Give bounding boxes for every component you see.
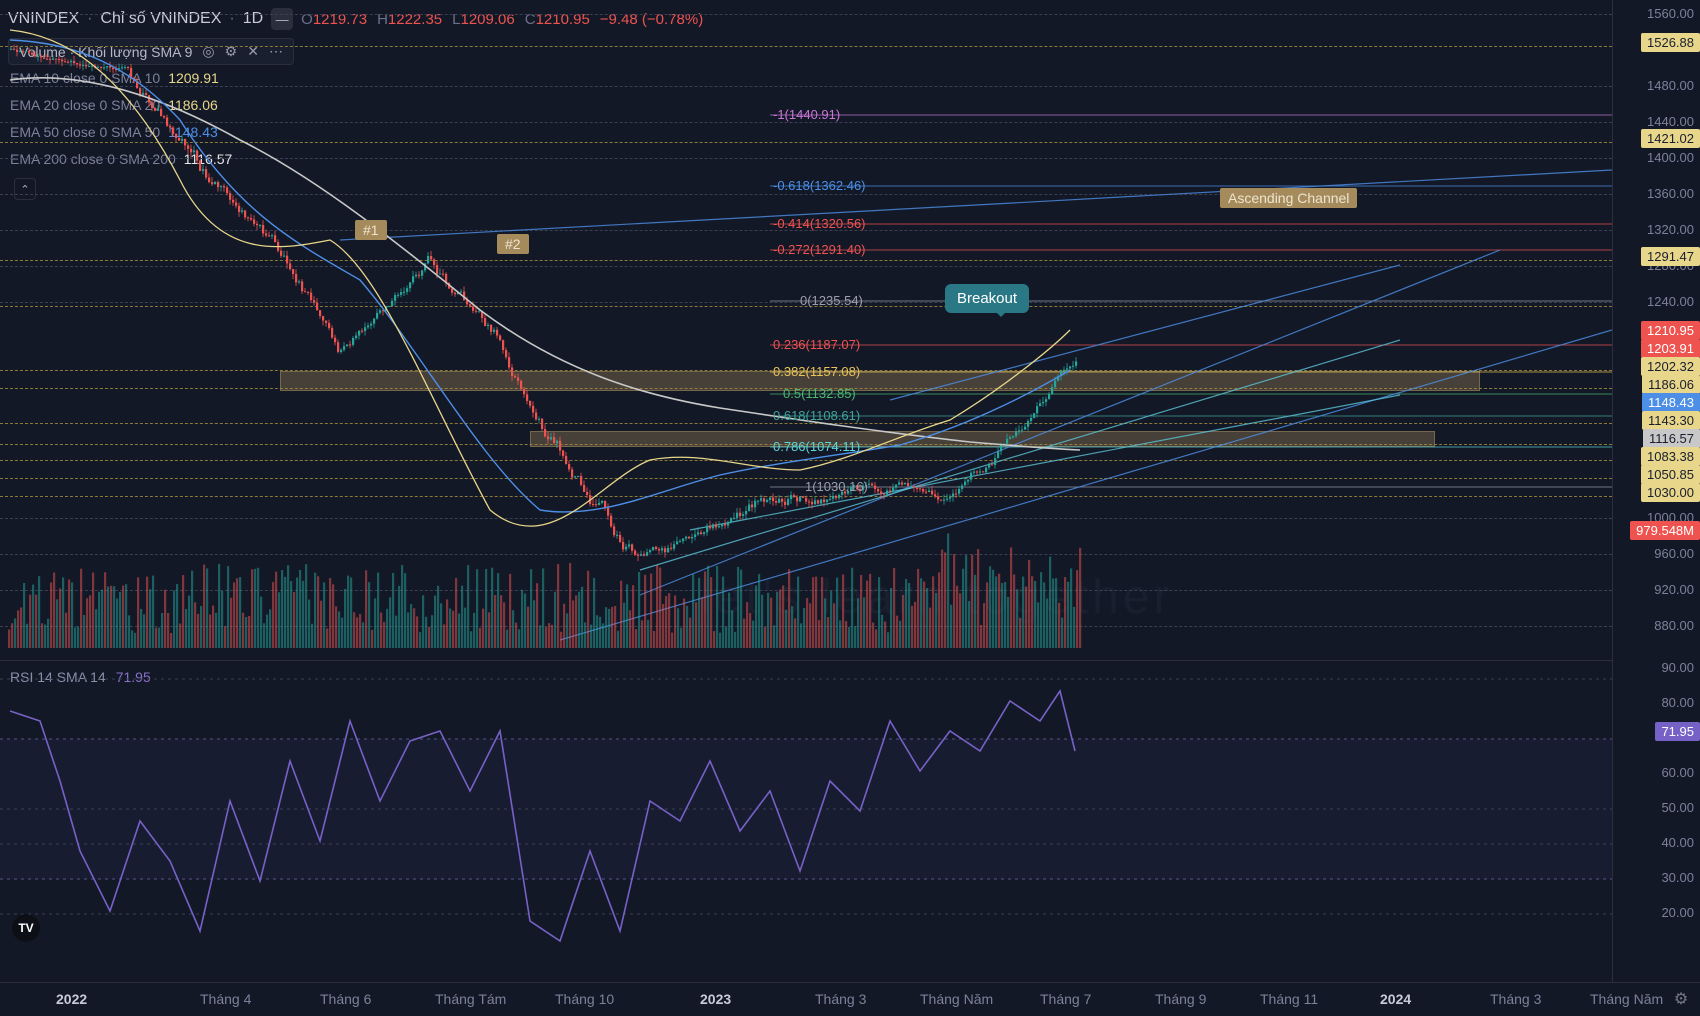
- rsi-panel[interactable]: RSI 14 SMA 1471.95: [0, 660, 1612, 982]
- fib-level-label[interactable]: -0.272(1291.40): [773, 242, 866, 257]
- price-tag: 1203.91: [1641, 339, 1700, 358]
- price-tag: 1291.47: [1641, 247, 1700, 266]
- price-tag: 1421.02: [1641, 129, 1700, 148]
- axis-settings-icon[interactable]: ⚙: [1670, 988, 1692, 1010]
- price-tag: 1186.06: [1642, 375, 1700, 394]
- price-tag: 1050.85: [1641, 465, 1700, 484]
- channel-label[interactable]: Ascending Channel: [1220, 188, 1357, 208]
- breakout-callout[interactable]: Breakout: [945, 284, 1029, 313]
- ema-indicator-row[interactable]: EMA 20 close 0 SMA 201186.06: [10, 97, 218, 113]
- fib-level-label[interactable]: 0(1235.54): [800, 293, 863, 308]
- ema-indicator-row[interactable]: EMA 10 close 0 SMA 101209.91: [10, 70, 219, 86]
- price-tag: 1143.30: [1642, 411, 1700, 430]
- price-chart-area[interactable]: VNINDEX · Chỉ số VNINDEX · 1D — O1219.73…: [0, 0, 1612, 982]
- tradingview-logo-icon[interactable]: TV: [12, 914, 40, 942]
- rsi-svg: [0, 661, 1612, 983]
- collapse-indicators-icon[interactable]: ⌃: [14, 178, 36, 200]
- fib-level-label[interactable]: 0.236(1187.07): [773, 337, 860, 352]
- annotation-1[interactable]: #1: [355, 220, 387, 240]
- fib-level-label[interactable]: 0.5(1132.85): [783, 386, 856, 401]
- watermark: let's learn together: [700, 570, 1173, 625]
- fib-level-label[interactable]: 0.382(1157.08): [773, 364, 860, 379]
- interval[interactable]: 1D: [243, 10, 263, 28]
- ema-indicator-row[interactable]: EMA 50 close 0 SMA 501148.43: [10, 124, 218, 140]
- fib-level-label[interactable]: -0.618(1362.46): [773, 178, 866, 193]
- support-zone[interactable]: [280, 371, 1480, 391]
- symbol-desc: Chỉ số VNINDEX: [100, 10, 221, 28]
- price-tag: 1526.88: [1641, 33, 1700, 52]
- price-tag: 979.548M: [1630, 521, 1700, 540]
- fib-level-label[interactable]: 0.786(1074.11): [773, 439, 860, 454]
- fib-level-label[interactable]: 0.618(1108.61): [773, 408, 860, 423]
- fib-level-label[interactable]: 1(1030.16): [805, 479, 868, 494]
- fib-level-label[interactable]: -1(1440.91): [773, 107, 840, 122]
- annotation-2[interactable]: #2: [497, 234, 529, 254]
- price-tag: 1148.43: [1642, 393, 1700, 412]
- price-axis[interactable]: 1560.001480.001440.001400.001360.001320.…: [1612, 0, 1700, 982]
- fib-level-label[interactable]: -0.414(1320.56): [773, 216, 866, 231]
- price-tag: 1202.32: [1641, 357, 1700, 376]
- time-axis[interactable]: 2022Tháng 4Tháng 6Tháng TámTháng 102023T…: [0, 982, 1700, 1016]
- symbol[interactable]: VNINDEX: [8, 10, 79, 28]
- chart-header: VNINDEX · Chỉ số VNINDEX · 1D — O1219.73…: [8, 8, 703, 30]
- price-tag: 1210.95: [1641, 321, 1700, 340]
- price-tag: 1116.57: [1643, 429, 1700, 448]
- ema-indicator-row[interactable]: EMA 200 close 0 SMA 2001116.57: [10, 151, 232, 167]
- volume-indicator-bar[interactable]: Volume · Khối lượng SMA 9 ◎ ⚙ ✕ ⋯: [8, 38, 294, 65]
- rsi-label: RSI 14 SMA 1471.95: [10, 669, 151, 685]
- support-zone[interactable]: [530, 431, 1435, 447]
- price-svg: [0, 0, 1612, 660]
- price-tag: 1083.38: [1641, 447, 1700, 466]
- collapse-header-icon[interactable]: —: [271, 8, 293, 30]
- price-tag: 1030.00: [1641, 483, 1700, 502]
